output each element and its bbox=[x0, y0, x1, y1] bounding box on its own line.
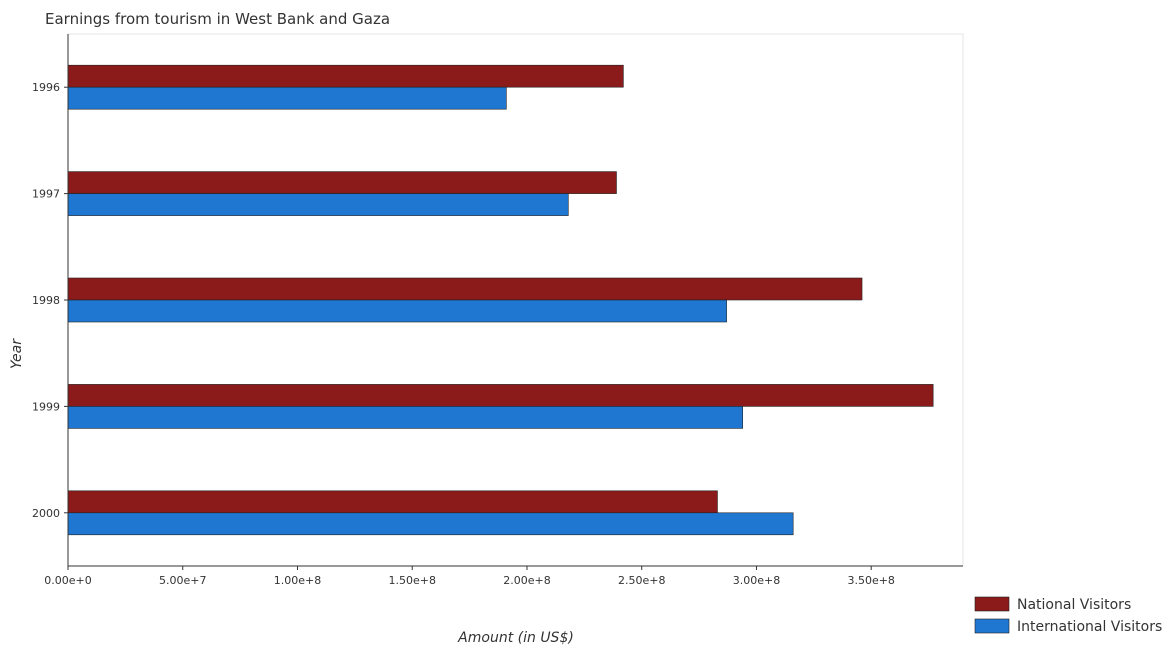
bar-national-visitors-1999 bbox=[67, 384, 934, 407]
y-tick-label: 1998 bbox=[32, 294, 60, 307]
bar-international-visitors-1998 bbox=[67, 299, 727, 323]
x-tick-label: 1.50e+8 bbox=[388, 574, 435, 587]
bar-national-visitors-1998 bbox=[67, 277, 863, 301]
legend-swatch bbox=[974, 596, 1010, 612]
legend-swatch bbox=[974, 618, 1010, 634]
bar-national-visitors-1997 bbox=[67, 171, 617, 194]
x-axis-label: Amount (in US$) bbox=[457, 630, 574, 646]
x-tick-label: 1.00e+8 bbox=[274, 574, 321, 587]
bar-national-visitors-2000 bbox=[67, 490, 718, 514]
x-tick-label: 3.50e+8 bbox=[847, 574, 894, 587]
y-tick-label: 2000 bbox=[32, 507, 60, 520]
bar-national-visitors-1996 bbox=[67, 64, 624, 88]
bar-international-visitors-1999 bbox=[67, 406, 743, 429]
bar-international-visitors-2000 bbox=[67, 512, 794, 536]
legend-label: National Visitors bbox=[1017, 597, 1131, 613]
bar-international-visitors-1997 bbox=[67, 193, 569, 216]
x-tick-label: 2.50e+8 bbox=[618, 574, 665, 587]
y-axis-label: Year bbox=[9, 338, 25, 369]
y-tick-label: 1997 bbox=[32, 188, 60, 201]
x-tick-label: 2.00e+8 bbox=[503, 574, 550, 587]
bars bbox=[67, 64, 934, 536]
y-tick-label: 1996 bbox=[32, 81, 60, 94]
x-tick-label: 3.00e+8 bbox=[733, 574, 780, 587]
chart-title: Earnings from tourism in West Bank and G… bbox=[45, 10, 390, 28]
y-tick-label: 1999 bbox=[32, 400, 60, 413]
legend-label: International Visitors bbox=[1017, 619, 1162, 635]
x-tick-label: 5.00e+7 bbox=[159, 574, 206, 587]
legend: National Visitors International Visitors bbox=[974, 596, 1162, 635]
bar-international-visitors-1996 bbox=[67, 86, 507, 110]
axes: 0.00e+0 5.00e+7 1.00e+8 1.50e+8 2.00e+8 2.50e… bbox=[32, 34, 963, 587]
x-tick-label: 0.00e+0 bbox=[44, 574, 91, 587]
